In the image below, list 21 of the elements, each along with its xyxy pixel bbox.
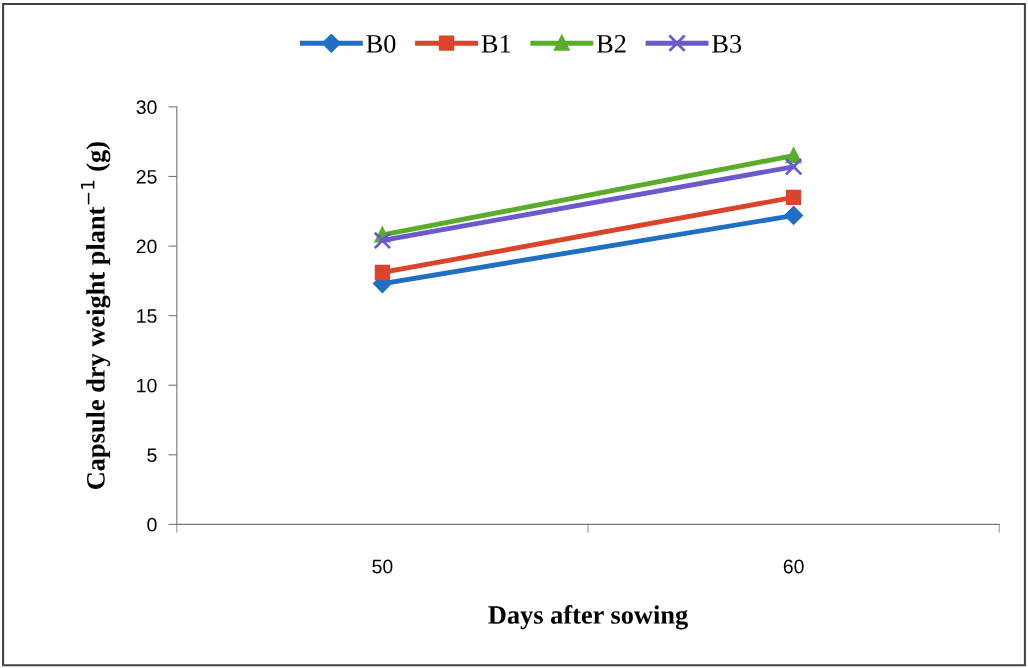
y-axis-title: Capsule dry weight plant$^{−1}$ (g) <box>80 142 111 490</box>
y-tick-label: 30 <box>136 100 157 115</box>
legend-label: B0 <box>366 34 396 53</box>
x-tick-label: 60 <box>783 559 804 574</box>
point <box>373 231 392 250</box>
point <box>785 189 802 205</box>
y-tick-label: 0 <box>147 517 157 532</box>
point <box>784 157 803 176</box>
y-tick-label: 10 <box>137 378 157 393</box>
y-tick-label: 15 <box>137 309 157 323</box>
x-axis-title: Days after sowing <box>488 605 688 630</box>
point <box>785 147 802 164</box>
x-tick-label: 50 <box>372 559 393 574</box>
y-tick-label: 25 <box>136 169 157 184</box>
legend-label: B1 <box>481 35 511 53</box>
point <box>374 264 391 281</box>
y-tick-label: 20 <box>136 239 157 254</box>
y-tick-label: 5 <box>147 448 157 463</box>
legend-label: B2 <box>596 34 626 53</box>
legend-label: B3 <box>712 34 742 53</box>
point <box>784 206 803 225</box>
